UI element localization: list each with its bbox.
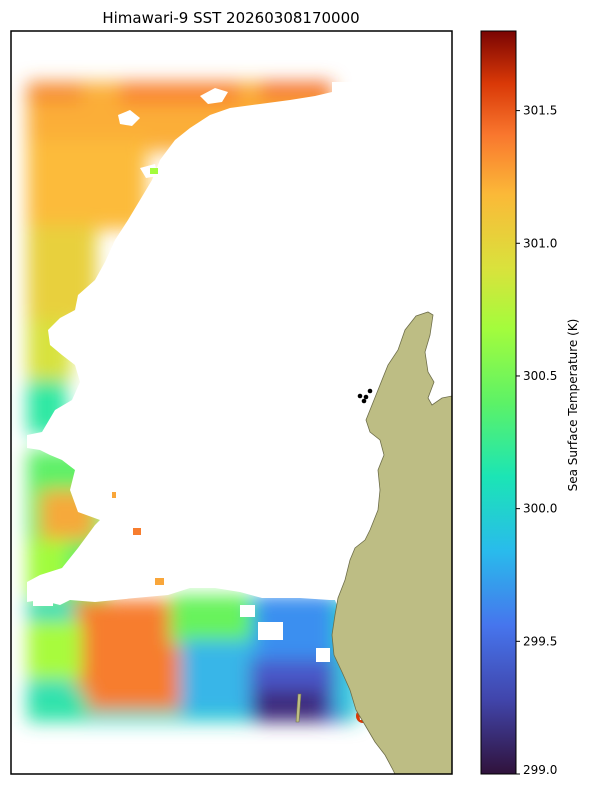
missing-data-mask [27, 82, 452, 720]
colorbar-tick-label: 300.0 [523, 502, 557, 516]
colorbar-tick-label: 301.5 [523, 104, 557, 118]
colorbar-label: Sea Surface Temperature (K) [566, 319, 580, 492]
colorbar-tick-label: 299.0 [523, 763, 557, 777]
sst-specks [112, 168, 164, 585]
colorbar-tick-label: 299.5 [523, 634, 557, 648]
colorbar: 299.0 299.5 300.0 300.5 301.0 301.5 Sea Surfa… [480, 30, 580, 777]
map-frame [10, 30, 453, 775]
island-dots [357, 388, 373, 404]
colorbar-gradient [481, 31, 516, 774]
land-mass [331, 311, 452, 774]
chart-title: Himawari-9 SST 20260308170000 [102, 9, 359, 27]
map-area [11, 31, 452, 774]
colorbar-tick-label: 301.0 [523, 236, 557, 250]
colorbar-ticks: 299.0 299.5 300.0 300.5 301.0 301.5 [516, 104, 557, 777]
colorbar-tick-label: 300.5 [523, 369, 557, 383]
